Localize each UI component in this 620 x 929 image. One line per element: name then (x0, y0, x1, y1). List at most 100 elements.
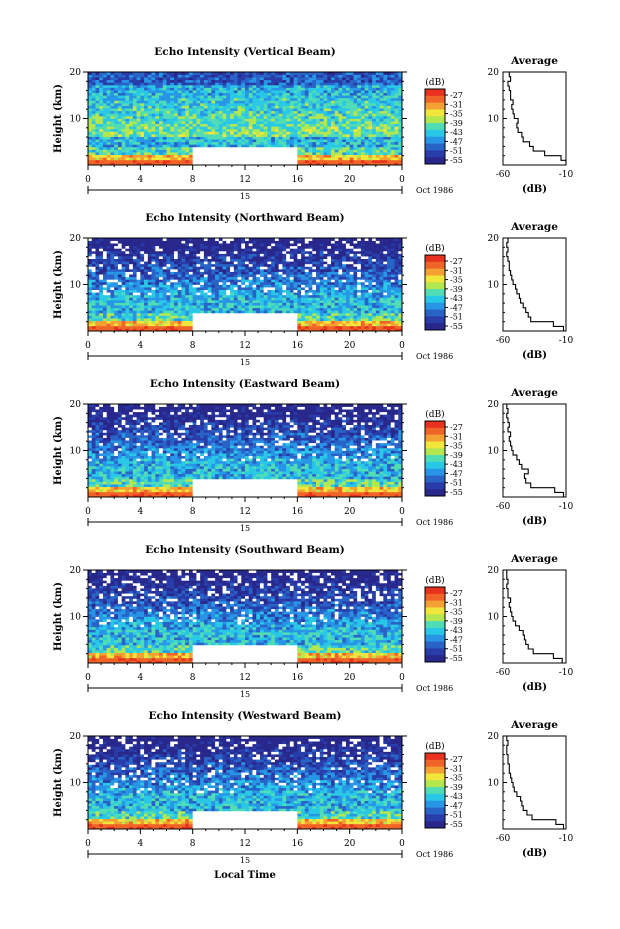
heatmap-cell (256, 144, 261, 148)
heatmap-cell (177, 128, 182, 132)
heatmap-cell (316, 297, 321, 301)
heatmap-cell (308, 72, 313, 75)
heatmap-cell (364, 136, 369, 140)
heatmap-cell (271, 157, 276, 161)
heatmap-cell (263, 152, 268, 156)
heatmap-cell (95, 97, 100, 101)
heatmap-cell (155, 84, 160, 88)
heatmap-cell (286, 328, 291, 332)
heatmap-cell (304, 123, 309, 127)
heatmap-cell (99, 279, 104, 283)
heatmap-cell (196, 128, 201, 132)
heatmap-cell (293, 323, 298, 327)
heatmap-cell (121, 95, 126, 99)
heatmap-cell (241, 97, 246, 101)
heatmap-cell (357, 159, 362, 163)
heatmap-cell (323, 115, 328, 119)
heatmap-cell (132, 84, 137, 88)
heatmap-cell (188, 320, 194, 324)
heatmap-cell (222, 82, 227, 86)
heatmap-cell (282, 318, 287, 322)
heatmap-cell (192, 276, 197, 280)
heatmap-cell (170, 305, 175, 309)
heatmap-cell (91, 128, 96, 132)
heatmap-cell (173, 87, 179, 91)
heatmap-cell (192, 108, 197, 112)
heatmap-cell (282, 90, 287, 94)
heatmap-cell (233, 136, 238, 140)
heatmap-cell (368, 121, 373, 125)
heatmap-cell (106, 141, 111, 145)
heatmap-cell (173, 79, 179, 83)
heatmap-cell (274, 144, 279, 148)
heatmap-cell (237, 144, 242, 148)
heatmap-cell (263, 274, 268, 278)
heatmap-cell (360, 121, 365, 125)
heatmap-cell (286, 118, 291, 122)
heatmap-cell (233, 307, 238, 311)
heatmap-cell (274, 279, 279, 283)
heatmap-cell (136, 92, 141, 96)
heatmap-cell (293, 312, 298, 316)
heatmap-cell (327, 115, 332, 119)
heatmap-cell (117, 305, 122, 309)
heatmap-cell (345, 328, 351, 332)
heatmap-cell (297, 141, 302, 145)
heatmap-cell (114, 307, 119, 311)
heatmap-cell (387, 74, 392, 78)
heatmap-cell (360, 294, 365, 298)
heatmap-cell (319, 144, 324, 148)
heatmap-cell (159, 136, 164, 140)
heatmap-cell (136, 136, 141, 140)
heatmap-cell (375, 289, 380, 293)
heatmap-cell (390, 157, 395, 161)
heatmap-cell (349, 82, 354, 86)
heatmap-cell (394, 294, 399, 298)
heatmap-cell (222, 154, 227, 158)
heatmap-cell (342, 131, 347, 135)
heatmap-cell (136, 79, 141, 83)
heatmap-cell (207, 302, 212, 306)
heatmap-cell (390, 97, 395, 101)
heatmap-cell (181, 289, 186, 293)
heatmap-cell (334, 325, 339, 329)
heatmap-cell (327, 287, 332, 291)
heatmap-cell (125, 305, 130, 309)
heatmap-cell (181, 276, 186, 280)
heatmap-cell (237, 310, 242, 314)
heatmap-cell (267, 110, 272, 114)
heatmap-cell (132, 325, 137, 329)
heatmap-cell (282, 123, 287, 127)
heatmap-cell (394, 162, 399, 166)
heatmap-cell (278, 103, 283, 106)
heatmap-cell (230, 139, 235, 143)
heatmap-cell (372, 95, 377, 99)
colorbar-swatch (425, 157, 445, 165)
heatmap-cell (132, 144, 137, 148)
heatmap-cell (102, 305, 108, 309)
heatmap-cell (297, 305, 302, 309)
heatmap-cell (162, 149, 167, 153)
heatmap-cell (327, 123, 332, 127)
heatmap-cell (140, 113, 145, 117)
heatmap-cell (166, 115, 171, 119)
heatmap-cell (91, 134, 96, 137)
heatmap-cell (375, 146, 380, 150)
heatmap-cell (372, 318, 377, 322)
heatmap-cell (304, 77, 309, 81)
heatmap-cell (241, 310, 246, 314)
heatmap-cell (286, 139, 291, 143)
heatmap-cell (241, 105, 246, 109)
heatmap-cell (106, 121, 111, 125)
heatmap-cell (181, 315, 186, 319)
heatmap-cell (106, 123, 111, 127)
heatmap-cell (353, 123, 358, 127)
heatmap-cell (394, 300, 399, 303)
heatmap-cell (132, 287, 137, 291)
heatmap-cell (274, 92, 279, 96)
heatmap-cell (230, 100, 235, 104)
heatmap-cell (308, 144, 313, 148)
heatmap-cell (372, 289, 377, 293)
heatmap-cell (88, 297, 93, 301)
heatmap-cell (286, 284, 291, 288)
